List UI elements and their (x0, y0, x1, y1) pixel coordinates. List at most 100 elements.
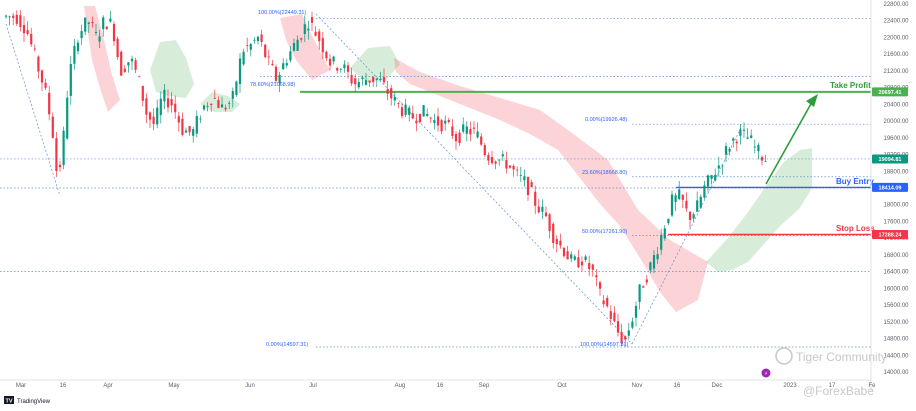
candle-body (267, 56, 270, 58)
candle-body (588, 263, 591, 269)
candle-body (382, 77, 386, 83)
candle-body (688, 211, 692, 220)
candle-body (296, 39, 299, 51)
time-tick-label: 17 (829, 383, 836, 389)
candle-body (440, 120, 443, 132)
price-badge (872, 182, 908, 192)
candle-body (26, 30, 29, 34)
candle-body (159, 98, 162, 116)
candle-body (202, 105, 206, 110)
time-tick-label: 16 (60, 383, 67, 389)
projection-arrow-line (765, 101, 813, 185)
time-tick-label: Dec (712, 383, 723, 389)
time-tick-label: Oct (557, 383, 567, 389)
cloud-region (280, 14, 330, 80)
lightning-event-icon[interactable] (761, 368, 771, 378)
candle-body (98, 36, 101, 42)
candle-body (606, 297, 609, 307)
price-tick-label: 18800.00 (883, 169, 909, 175)
price-badge-text: 17288.24 (879, 232, 903, 238)
time-axis[interactable]: Mar 16 Apr May Jun Jul Aug 16 Sep Oct Nov 16 Dec 2023… (16, 383, 876, 389)
price-tick-label: 14000.00 (883, 370, 909, 376)
candle-body (660, 234, 663, 250)
candle-body (602, 300, 605, 305)
candle-body (332, 56, 335, 62)
candle-body (530, 182, 533, 188)
candle-body (451, 126, 454, 137)
time-tick-label: Apr (103, 383, 112, 389)
cloud-region (200, 92, 240, 112)
candle-body (289, 51, 292, 61)
candle-body (62, 130, 65, 166)
candle-body (30, 33, 33, 45)
candle-body (256, 36, 260, 42)
candle-body (253, 39, 256, 41)
price-tick-label: 16800.00 (883, 253, 909, 259)
candle-body (188, 126, 191, 133)
candle-body (238, 58, 242, 84)
candle-body (544, 212, 548, 217)
candle-body (87, 22, 90, 24)
price-badge (872, 229, 908, 239)
candle-body (674, 195, 677, 203)
candle-body (577, 257, 580, 268)
candle-body (368, 80, 371, 83)
candle-body (12, 15, 15, 18)
candle-body (130, 58, 134, 62)
fib-label: 100.00%(14597.31) (580, 342, 628, 348)
candle-body (681, 194, 684, 200)
time-tick-label: May (168, 383, 179, 389)
price-tick-label: 16400.00 (883, 270, 909, 276)
candle-body (685, 200, 688, 209)
candle-body (717, 165, 720, 169)
candle-body (109, 18, 112, 22)
candle-body (699, 196, 702, 208)
candle-body (271, 63, 274, 66)
candle-body (598, 282, 602, 289)
candle-body (652, 255, 656, 269)
candle-body (465, 126, 468, 134)
candle-body (692, 214, 695, 219)
cloud-region (706, 148, 812, 272)
candle-body (127, 62, 130, 66)
price-tick-label: 16000.00 (883, 286, 909, 292)
candle-body (523, 176, 526, 181)
candle-body (177, 116, 180, 123)
candlesticks (4, 10, 767, 347)
candle-body (91, 22, 94, 24)
time-tick-label: Nov (632, 383, 643, 389)
candle-body (400, 107, 404, 117)
candle-body (649, 262, 652, 271)
time-tick-label: Fe (868, 383, 876, 389)
candle-body (336, 68, 339, 71)
tradingview-logo-icon: TV (4, 396, 14, 405)
cloud-region (150, 40, 194, 98)
candle-body (206, 105, 209, 107)
candle-body (285, 63, 288, 66)
candle-body (638, 284, 641, 303)
candle-body (249, 44, 252, 50)
candle-body (102, 17, 105, 30)
fib-label: 23.60%(18668.80) (582, 170, 627, 176)
candle-body (375, 78, 378, 80)
svg-text:⚡: ⚡ (764, 371, 768, 377)
candle-body (584, 256, 587, 261)
candle-body (555, 239, 558, 245)
fib-label: 78.60%(21068.98) (250, 82, 295, 88)
time-tick-label: Aug (395, 383, 406, 389)
candle-body (22, 24, 26, 34)
candle-body (570, 254, 573, 259)
candle-body (210, 103, 213, 106)
price-tick-label: 20000.00 (883, 119, 909, 125)
candle-body (476, 131, 479, 138)
candle-body (318, 31, 321, 42)
footer: TV TradingView (4, 396, 51, 405)
price-tick-label: 17600.00 (883, 219, 909, 225)
level-label-stop-loss: Stop Loss (836, 224, 875, 233)
tradingview-brand: TradingView (17, 399, 51, 405)
candle-body (282, 63, 285, 70)
candle-body (620, 331, 623, 344)
candle-body (426, 114, 429, 116)
candle-body (116, 38, 119, 58)
